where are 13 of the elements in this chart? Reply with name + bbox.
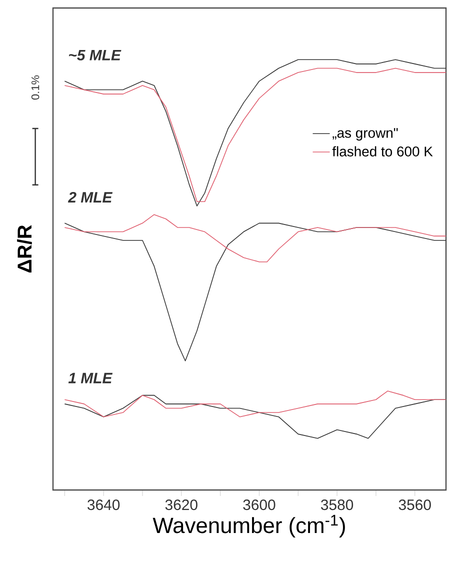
legend-label: flashed to 600 K	[332, 146, 433, 156]
text: 0.1%	[31, 75, 40, 100]
x-tick-label: 3600	[243, 500, 276, 510]
annotation: ~5 MLE	[69, 50, 122, 60]
legend-label: „as grown"	[332, 128, 398, 141]
x-tick-label: 3640	[88, 500, 120, 510]
x-tick-label: 3560	[398, 500, 431, 510]
x-tick-label: 3620	[165, 500, 198, 510]
annotation: 1 MLE	[68, 372, 113, 384]
x-axis-title: Wavenumber (cm$^{-1}$)	[152, 514, 345, 538]
y-axis-title: ΔR/R	[17, 225, 32, 272]
annotation: 2 MLE	[68, 192, 113, 202]
x-tick-label: 3580	[320, 500, 354, 510]
